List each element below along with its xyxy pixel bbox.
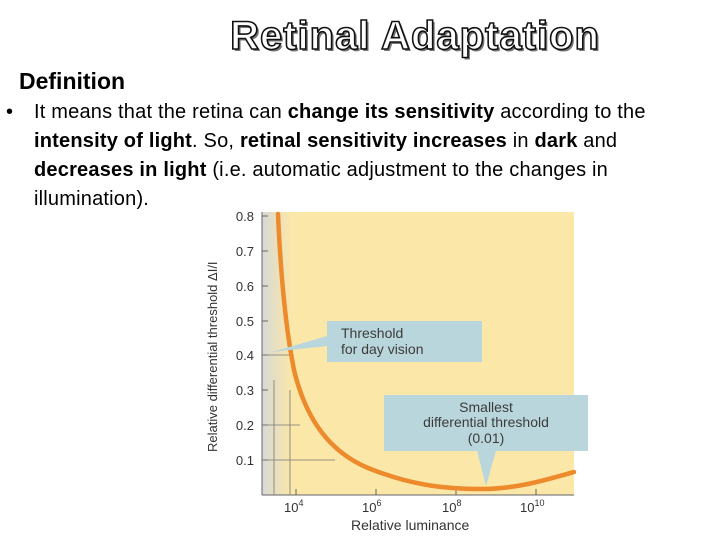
bullet-segment: It means that the retina can: [34, 101, 288, 123]
callout-min-line: Smallest: [459, 399, 513, 415]
threshold-curve: [275, 211, 577, 492]
x-tick-base: 10: [442, 500, 456, 515]
x-tick-exp: 4: [298, 498, 303, 508]
slide-title-text: Retinal Adaptation: [229, 13, 600, 59]
callout-min-line: (0.01): [468, 430, 505, 446]
y-axis-label: Relative differential threshold ΔI/I: [205, 261, 220, 452]
bullet-segment: (i.e. automatic adjustment to the change…: [34, 159, 609, 210]
bullet-segment-bold: intensity of light: [34, 130, 193, 152]
callout-min-line: differential threshold: [423, 414, 549, 430]
bullet-segment: according to the: [494, 101, 646, 123]
bullet-segment-bold: decreases in light: [34, 159, 207, 181]
x-tick-base: 10: [362, 500, 376, 515]
callout-day-line: Threshold: [341, 325, 403, 341]
y-tick-label: 0.4: [236, 348, 254, 363]
y-tick-label: 0.3: [236, 383, 254, 398]
x-tick-exp: 6: [376, 498, 381, 508]
callout-day-line: for day vision: [341, 341, 423, 357]
y-tick-label: 0.1: [236, 453, 254, 468]
bullet-segment-bold: retinal sensitivity increases: [239, 130, 507, 152]
y-tick-label: 0.7: [236, 244, 254, 259]
x-tick-exp: 8: [456, 498, 461, 508]
bullet-segment-bold: change its sensitivity: [287, 101, 495, 123]
x-tick-exp: 10: [534, 498, 544, 508]
x-tick-base: 10: [520, 500, 534, 515]
bullet-segment: in: [507, 130, 535, 152]
bullet-segment-bold: dark: [534, 130, 578, 152]
slide-title: Retinal Adaptation: [0, 13, 720, 59]
x-tick-base: 10: [284, 500, 298, 515]
bullet-segment: and: [577, 130, 618, 152]
y-tick-label: 0.5: [236, 314, 254, 329]
dark-band: [262, 212, 292, 495]
callout-min-threshold: Smallest differential threshold (0.01): [384, 395, 588, 486]
bullet-segment: . So,: [192, 130, 240, 152]
y-tick-label: 0.2: [236, 418, 254, 433]
x-axis-label: Relative luminance: [351, 517, 469, 533]
bullet-dot: •: [6, 101, 14, 123]
definition-heading: Definition: [19, 68, 126, 94]
x-tick-label: 108: [442, 498, 461, 515]
y-tick-label: 0.8: [236, 209, 254, 224]
x-tick-label: 1010: [520, 498, 544, 515]
reference-lines: [262, 354, 335, 495]
y-tick-label: 0.6: [236, 279, 254, 294]
x-tick-label: 106: [362, 498, 381, 515]
bullet-text: It means that the retina can change its …: [34, 98, 694, 214]
x-tick-label: 104: [284, 498, 303, 515]
callout-day-vision: Threshold for day vision: [272, 321, 482, 362]
